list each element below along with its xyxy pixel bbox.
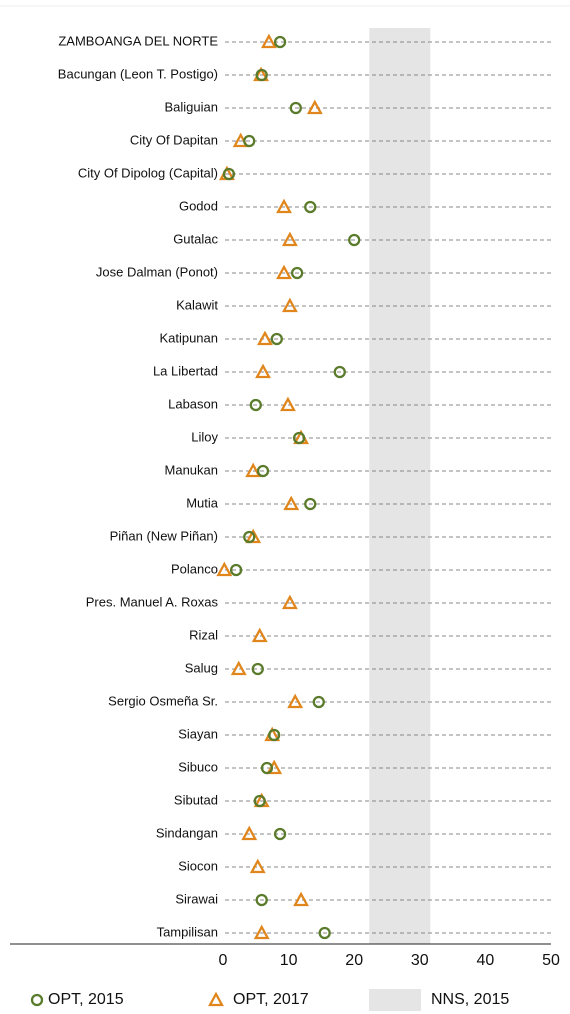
category-label: Sibuco bbox=[178, 759, 218, 774]
x-tick-label: 30 bbox=[411, 952, 429, 969]
category-label: Gutalac bbox=[173, 231, 218, 246]
marker-triangle bbox=[306, 99, 323, 115]
marker-triangle bbox=[276, 198, 292, 214]
category-label: Mutia bbox=[186, 495, 219, 510]
marker-circle bbox=[273, 35, 287, 49]
category-label: Siocon bbox=[178, 858, 218, 873]
marker-triangle bbox=[245, 462, 262, 478]
category-label: City Of Dapitan bbox=[130, 132, 218, 147]
marker-circle bbox=[260, 761, 274, 775]
marker-circle bbox=[251, 662, 264, 676]
x-tick-label: 10 bbox=[280, 952, 298, 969]
marker-circle bbox=[222, 167, 236, 181]
category-label: Katipunan bbox=[159, 330, 218, 345]
category-label: Jose Dalman (Ponot) bbox=[96, 264, 218, 279]
marker-circle bbox=[318, 926, 331, 940]
marker-triangle bbox=[257, 330, 273, 346]
marker-triangle bbox=[249, 858, 266, 874]
category-label: Baliguian bbox=[165, 99, 219, 114]
nns-band bbox=[369, 28, 431, 944]
category-label: Salug bbox=[185, 660, 218, 675]
marker-circle bbox=[290, 266, 304, 280]
marker-circle bbox=[333, 365, 346, 379]
category-label: City Of Dipolog (Capital) bbox=[78, 165, 218, 180]
category-label: Manukan bbox=[165, 462, 218, 477]
marker-circle bbox=[243, 530, 256, 544]
x-tick-label: 50 bbox=[542, 952, 560, 969]
marker-circle bbox=[304, 200, 317, 214]
x-tick-label: 20 bbox=[345, 952, 363, 969]
category-label: Kalawit bbox=[176, 297, 218, 312]
marker-triangle bbox=[216, 561, 233, 577]
marker-circle bbox=[249, 398, 262, 412]
category-label: Sergio Osmeña Sr. bbox=[108, 693, 218, 708]
legend-label: NNS, 2015 bbox=[431, 991, 509, 1008]
category-label: Piñan (New Piñan) bbox=[110, 528, 218, 543]
marker-triangle bbox=[260, 33, 277, 49]
category-label: Sirawai bbox=[175, 891, 218, 906]
marker-triangle bbox=[253, 924, 270, 940]
category-label: Liloy bbox=[191, 429, 218, 444]
marker-circle bbox=[304, 497, 317, 511]
category-label: Tampilisan bbox=[157, 924, 218, 939]
marker-triangle bbox=[241, 825, 258, 841]
marker-triangle bbox=[245, 528, 262, 544]
category-label: Godod bbox=[179, 198, 218, 213]
legend-marker bbox=[30, 993, 44, 1007]
marker-circle bbox=[256, 464, 270, 478]
marker-triangle bbox=[230, 660, 247, 676]
marker-circle bbox=[255, 893, 268, 907]
marker-circle bbox=[270, 332, 283, 346]
marker-triangle bbox=[251, 627, 268, 643]
x-tick-label: 0 bbox=[219, 952, 228, 969]
category-label: Rizal bbox=[189, 627, 218, 642]
legend-label: OPT, 2015 bbox=[48, 991, 124, 1008]
category-label: Sindangan bbox=[156, 825, 218, 840]
marker-triangle bbox=[283, 495, 300, 511]
category-label: Siayan bbox=[178, 726, 218, 741]
legend-swatch bbox=[369, 989, 421, 1011]
category-label: Pres. Manuel A. Roxas bbox=[86, 594, 219, 609]
marker-triangle bbox=[280, 396, 296, 412]
marker-circle bbox=[268, 728, 281, 742]
marker-triangle bbox=[281, 231, 298, 247]
category-label: Labason bbox=[168, 396, 218, 411]
category-label: La Libertad bbox=[153, 363, 218, 378]
x-tick-label: 40 bbox=[477, 952, 495, 969]
marker-circle bbox=[253, 794, 266, 808]
marker-triangle bbox=[281, 297, 298, 313]
marker-triangle bbox=[255, 363, 271, 379]
marker-circle bbox=[312, 695, 325, 709]
marker-circle bbox=[292, 431, 306, 445]
marker-circle bbox=[289, 101, 302, 115]
category-label: ZAMBOANGA DEL NORTE bbox=[58, 33, 218, 48]
marker-circle bbox=[348, 233, 361, 247]
marker-triangle bbox=[276, 264, 292, 280]
marker-circle bbox=[243, 134, 256, 148]
category-label: Polanco bbox=[171, 561, 218, 576]
marker-triangle bbox=[287, 693, 304, 709]
marker-triangle bbox=[293, 891, 310, 907]
category-label: Sibutad bbox=[174, 792, 218, 807]
legend-label: OPT, 2017 bbox=[233, 991, 309, 1008]
marker-circle bbox=[255, 68, 268, 82]
marker-circle bbox=[229, 563, 243, 577]
marker-circle bbox=[273, 827, 287, 841]
legend-marker bbox=[208, 991, 224, 1007]
category-label: Bacungan (Leon T. Postigo) bbox=[58, 66, 218, 81]
marker-triangle bbox=[281, 594, 298, 610]
